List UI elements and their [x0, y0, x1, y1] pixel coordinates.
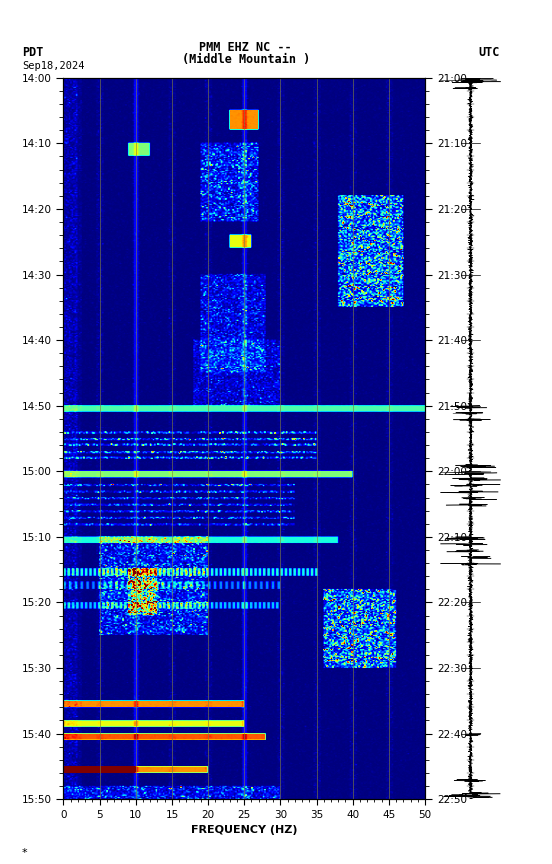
Text: Sep18,2024: Sep18,2024 — [22, 60, 84, 71]
Text: (Middle Mountain ): (Middle Mountain ) — [182, 53, 310, 66]
X-axis label: FREQUENCY (HZ): FREQUENCY (HZ) — [191, 825, 298, 835]
Text: PMM EHZ NC --: PMM EHZ NC -- — [199, 41, 292, 54]
Text: UTC: UTC — [478, 46, 500, 59]
Text: *: * — [22, 848, 28, 858]
Text: PDT: PDT — [22, 46, 44, 59]
